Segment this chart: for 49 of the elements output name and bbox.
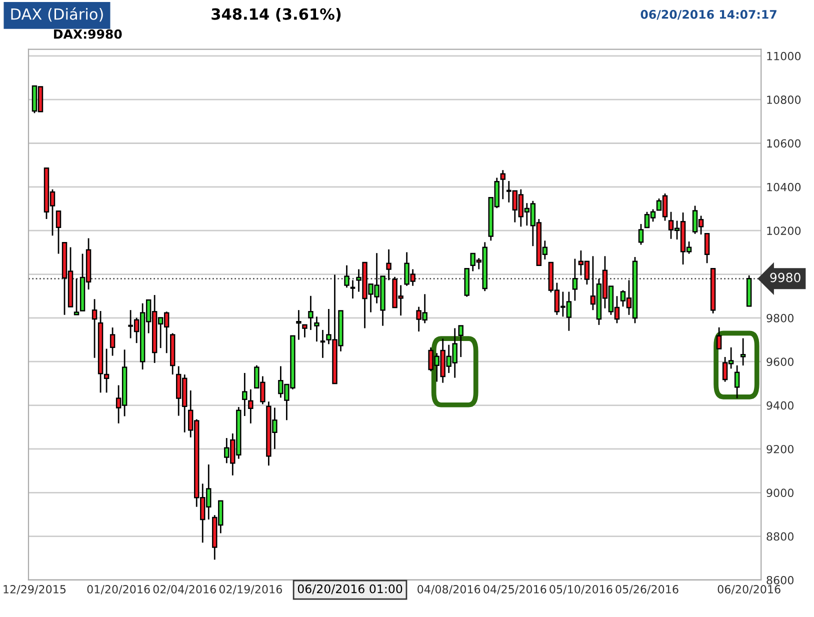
y-tick-label: 11000 bbox=[767, 52, 801, 60]
x-tick-label: 02/19/2016 bbox=[219, 585, 282, 594]
x-tick-label: 02/04/2016 bbox=[153, 585, 216, 594]
chart-title: DAX (Diário) bbox=[11, 7, 103, 22]
text: DAX:9980 bbox=[54, 29, 122, 39]
candlestick bbox=[344, 264, 350, 288]
text: 06/20/2016 01:00 bbox=[298, 584, 402, 594]
candlestick bbox=[572, 258, 578, 302]
candlestick bbox=[296, 309, 302, 340]
y-tick-label: 10200 bbox=[767, 226, 801, 235]
candlestick bbox=[349, 279, 356, 300]
candlestick bbox=[74, 278, 80, 316]
candlestick bbox=[248, 388, 254, 424]
y-tick-label: 10600 bbox=[767, 139, 801, 148]
candlestick bbox=[242, 372, 248, 417]
ref-line-label: 9980 bbox=[770, 272, 800, 282]
y-tick-label: 10400 bbox=[767, 182, 801, 192]
x-tick-label: 01/20/2016 bbox=[87, 585, 150, 594]
y-tick-label: 9200 bbox=[766, 444, 794, 454]
candlestick bbox=[716, 326, 722, 350]
candlestick bbox=[704, 232, 710, 264]
x-tick-label: 04/25/2016 bbox=[484, 585, 546, 594]
candlestick bbox=[638, 223, 644, 246]
x-tick-label: 05/10/2016 bbox=[550, 585, 612, 594]
y-tick-label: 10800 bbox=[767, 96, 801, 104]
candlestick bbox=[302, 324, 308, 338]
candlestick bbox=[92, 298, 98, 359]
candlestick bbox=[308, 295, 314, 331]
y-tick-label: 9000 bbox=[766, 488, 794, 498]
candlestick bbox=[734, 364, 740, 399]
x-tick-label: 12/29/2015 bbox=[4, 585, 66, 594]
candlestick bbox=[314, 316, 320, 342]
y-tick-label: 8600 bbox=[766, 576, 794, 584]
x-tick-label: 06/20/2016 bbox=[718, 585, 780, 594]
candlestick bbox=[458, 325, 464, 358]
y-tick-label: 8800 bbox=[766, 532, 794, 541]
candlestick bbox=[386, 248, 392, 281]
chart-subtitle: 348.14 (3.61%) bbox=[212, 8, 341, 22]
candlestick bbox=[500, 169, 506, 200]
y-tick-label: 9400 bbox=[766, 401, 794, 410]
candlestick bbox=[110, 326, 116, 356]
candlestick bbox=[319, 329, 326, 359]
candlestick bbox=[56, 210, 62, 254]
x-tick-label: 05/26/2016 bbox=[616, 585, 678, 594]
candlestick bbox=[740, 338, 746, 366]
x-tick-label: 04/08/2016 bbox=[418, 585, 480, 594]
y-tick-label: 9600 bbox=[766, 358, 794, 366]
text: 06/20/2016 14:07:17 bbox=[640, 10, 776, 20]
y-tick-label: 9800 bbox=[766, 314, 794, 322]
